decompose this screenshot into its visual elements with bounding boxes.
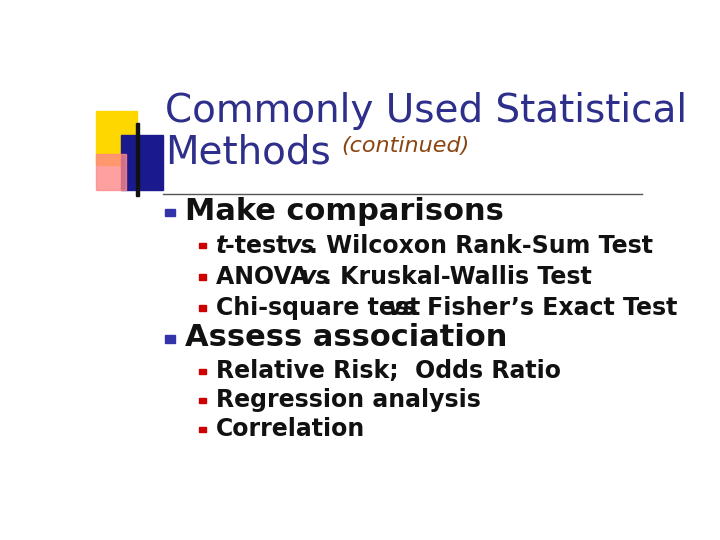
Text: Assess association: Assess association (186, 323, 508, 353)
Text: . Kruskal-Wallis Test: . Kruskal-Wallis Test (323, 265, 592, 289)
FancyBboxPatch shape (96, 154, 126, 190)
Bar (199, 243, 206, 248)
FancyBboxPatch shape (96, 111, 138, 165)
Text: Correlation: Correlation (216, 417, 365, 442)
Text: t: t (216, 234, 228, 258)
Bar (199, 274, 206, 280)
Text: Make comparisons: Make comparisons (186, 197, 504, 226)
Bar (199, 427, 206, 432)
Text: . Fisher’s Exact Test: . Fisher’s Exact Test (410, 296, 678, 320)
FancyBboxPatch shape (121, 136, 163, 190)
Text: Chi-square test: Chi-square test (216, 296, 437, 320)
Text: -test: -test (225, 234, 304, 258)
Text: Commonly Used Statistical: Commonly Used Statistical (166, 92, 688, 130)
Text: Regression analysis: Regression analysis (216, 388, 481, 413)
Text: ANOVA: ANOVA (216, 265, 325, 289)
Text: vs: vs (387, 296, 417, 320)
Text: Relative Risk;  Odds Ratio: Relative Risk; Odds Ratio (216, 359, 561, 383)
Bar (199, 397, 206, 403)
Text: . Wilcoxon Rank-Sum Test: . Wilcoxon Rank-Sum Test (309, 234, 653, 258)
Text: (continued): (continued) (341, 136, 469, 156)
Text: vs: vs (286, 234, 315, 258)
Text: Methods: Methods (166, 133, 331, 171)
FancyBboxPatch shape (136, 123, 138, 196)
Bar (199, 368, 206, 374)
Bar (199, 305, 206, 310)
Bar (166, 208, 176, 216)
Bar (166, 335, 176, 343)
Text: vs: vs (300, 265, 330, 289)
